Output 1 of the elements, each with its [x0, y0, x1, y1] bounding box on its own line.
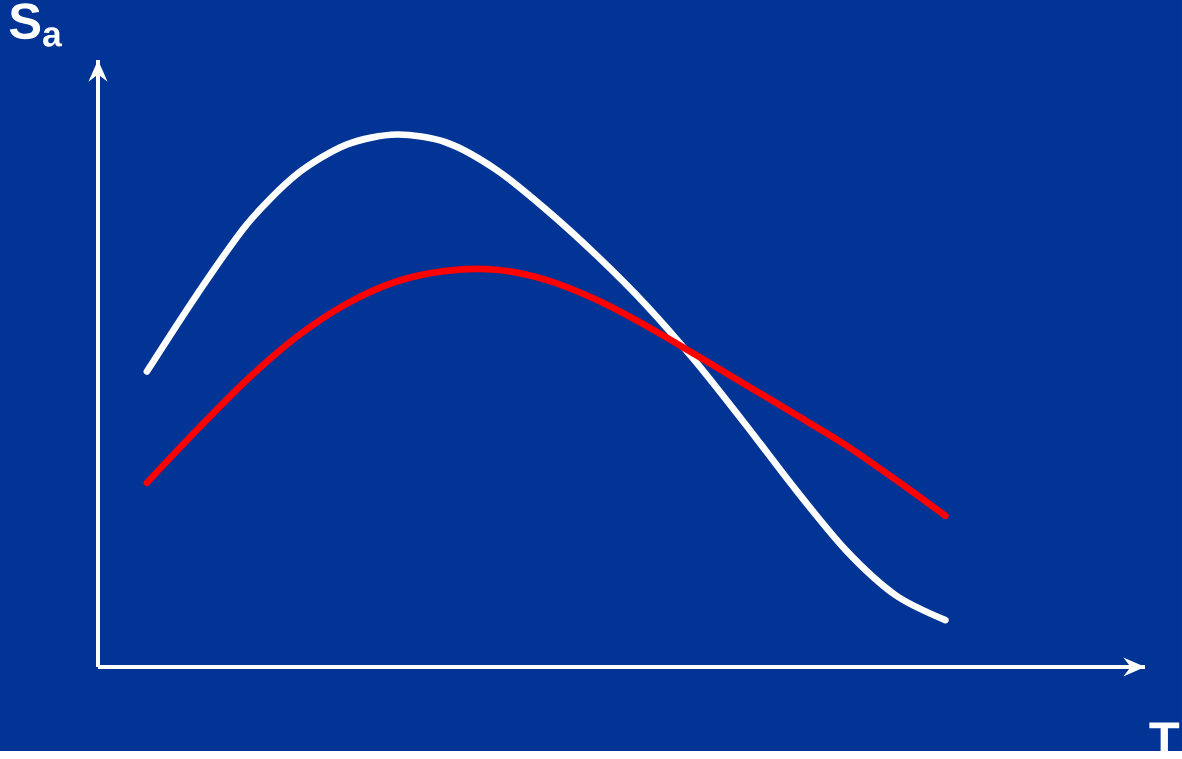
y-axis-title: S$_{a}$: [9, 3, 63, 47]
